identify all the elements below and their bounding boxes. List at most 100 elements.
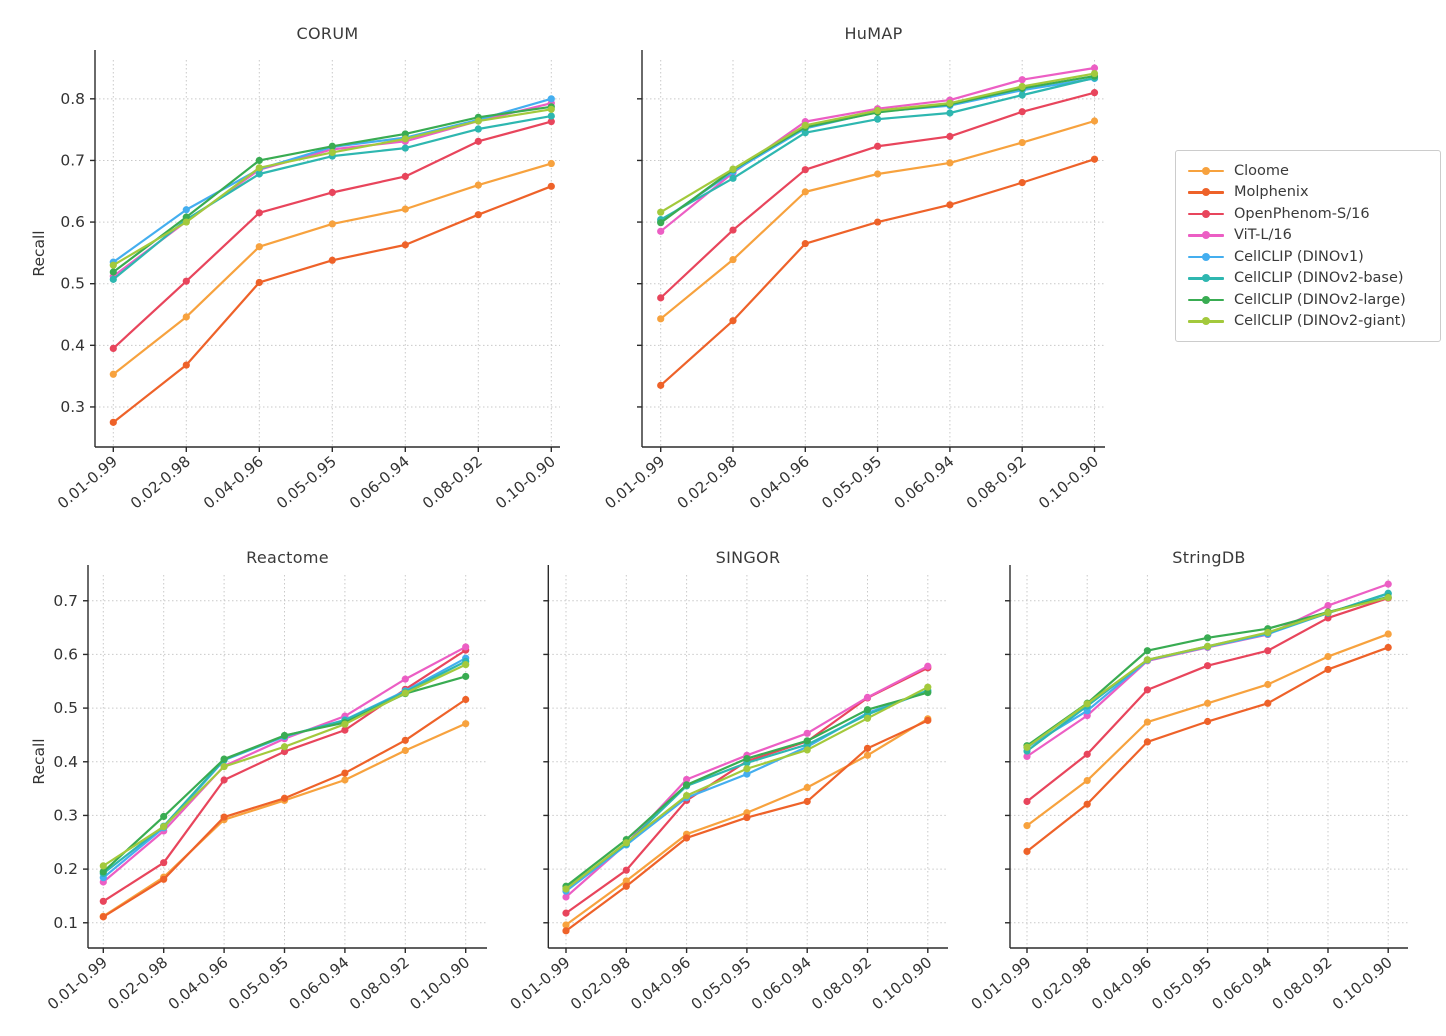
data-point-marker: [657, 227, 665, 235]
data-point-marker: [1324, 601, 1332, 610]
data-point-marker: [160, 812, 168, 821]
data-point-marker: [562, 927, 570, 935]
x-tick-label: 0.01-0.99: [54, 452, 121, 512]
data-point-marker: [1090, 69, 1099, 78]
data-point-marker: [328, 256, 336, 264]
x-tick-label: 0.05-0.95: [688, 953, 755, 1013]
y-tick-label: 0.2: [53, 860, 78, 878]
data-point-marker: [1090, 89, 1099, 97]
legend-line-marker-icon: [1188, 250, 1224, 264]
data-point-marker: [1264, 628, 1272, 637]
data-point-marker: [160, 859, 168, 867]
data-point-marker: [743, 813, 751, 822]
data-point-marker: [1264, 680, 1272, 689]
legend-label: Molphenix: [1234, 184, 1309, 201]
data-point-marker: [622, 877, 630, 885]
data-point-marker: [801, 121, 809, 129]
data-point-marker: [401, 736, 409, 744]
data-point-marker: [220, 813, 228, 821]
data-point-marker: [874, 218, 882, 226]
data-point-marker: [801, 188, 809, 196]
data-point-marker: [562, 885, 570, 893]
data-point-marker: [182, 213, 190, 221]
data-point-marker: [657, 315, 665, 323]
data-point-marker: [1204, 699, 1212, 707]
x-tick-label: 0.06-0.94: [286, 953, 353, 1013]
data-point-marker: [182, 218, 190, 226]
data-point-marker: [462, 672, 470, 681]
data-point-marker: [1143, 718, 1151, 726]
data-point-marker: [874, 142, 882, 150]
x-tick-label: 0.02-0.98: [1028, 953, 1095, 1013]
data-point-marker: [462, 661, 470, 669]
data-point-marker: [1018, 108, 1026, 116]
data-point-marker: [729, 165, 737, 173]
data-point-marker: [328, 220, 336, 228]
data-point-marker: [462, 643, 470, 651]
data-point-marker: [474, 137, 482, 145]
legend-item: CellCLIP (DINOv1): [1188, 246, 1430, 268]
data-point-marker: [874, 106, 882, 115]
x-tick-label: 0.02-0.98: [127, 452, 194, 512]
y-tick-label: 0.7: [60, 151, 85, 169]
legend-item: CellCLIP (DINOv2-giant): [1188, 311, 1430, 333]
x-tick-label: 0.04-0.96: [1088, 953, 1155, 1013]
y-tick-label: 0.7: [53, 592, 78, 610]
data-point-marker: [1018, 76, 1026, 84]
legend-item: Molphenix: [1188, 182, 1430, 204]
data-point-marker: [1090, 64, 1099, 72]
y-tick-label: 0.3: [60, 398, 85, 416]
data-point-marker: [657, 381, 665, 389]
x-tick-label: 0.04-0.96: [746, 452, 813, 512]
data-point-marker: [946, 132, 954, 141]
x-tick-label: 0.05-0.95: [818, 452, 885, 512]
data-point-marker: [328, 142, 336, 150]
data-point-marker: [220, 776, 228, 784]
y-tick-label: 0.5: [53, 699, 78, 717]
data-point-marker: [328, 148, 336, 157]
data-point-marker: [1264, 699, 1272, 707]
data-point-marker: [255, 156, 263, 165]
data-point-marker: [401, 130, 409, 138]
data-point-marker: [946, 109, 954, 117]
data-point-marker: [683, 834, 691, 842]
chart-plot-corum: 0.3 0.4 0.5 0.6 0.7 0.8 0.01-0.99 0.02-0.98 0.04…: [30, 50, 560, 512]
data-point-marker: [547, 182, 555, 190]
legend-label: CellCLIP (DINOv2-giant): [1234, 313, 1406, 330]
y-tick-label: 0.5: [60, 275, 85, 293]
chart-plot-singor: 0.01-0.990.02-0.980.04-0.960.05-0.950.06…: [507, 565, 948, 1013]
chart-panel-humap: HuMAP 0.01-0.99 0.02-0.98 0.04-0.96 0.05-0.…: [600, 12, 1160, 532]
data-point-marker: [683, 775, 691, 784]
data-point-marker: [401, 135, 409, 143]
data-point-marker: [547, 95, 555, 103]
data-point-marker: [946, 99, 954, 107]
data-point-marker: [220, 762, 228, 771]
data-point-marker: [474, 117, 482, 125]
data-point-marker: [1018, 179, 1026, 187]
data-point-marker: [1023, 822, 1031, 830]
x-tick-label: 0.08-0.92: [1269, 953, 1336, 1013]
data-point-marker: [99, 862, 107, 870]
legend-item: ViT-L/16: [1188, 225, 1430, 247]
data-point-marker: [280, 794, 289, 802]
data-point-marker: [924, 716, 932, 725]
data-point-marker: [946, 159, 954, 167]
data-point-marker: [1018, 138, 1026, 147]
data-point-marker: [160, 875, 168, 883]
x-tick-label: 0.02-0.98: [674, 452, 741, 512]
data-point-marker: [99, 897, 107, 905]
data-point-marker: [1204, 662, 1212, 670]
data-point-marker: [474, 125, 482, 133]
data-point-marker: [1384, 580, 1392, 588]
data-point-marker: [803, 783, 811, 792]
y-axis-label: Recall: [30, 738, 48, 784]
data-point-marker: [341, 726, 349, 734]
x-tick-label: 0.08-0.92: [963, 452, 1030, 512]
legend-label: CellCLIP (DINOv2-large): [1234, 291, 1406, 308]
data-point-marker: [924, 688, 932, 697]
chart-title-stringdb: StringDB: [1172, 548, 1246, 567]
data-point-marker: [474, 211, 482, 219]
legend-item: Cloome: [1188, 160, 1430, 182]
data-point-marker: [683, 791, 691, 800]
